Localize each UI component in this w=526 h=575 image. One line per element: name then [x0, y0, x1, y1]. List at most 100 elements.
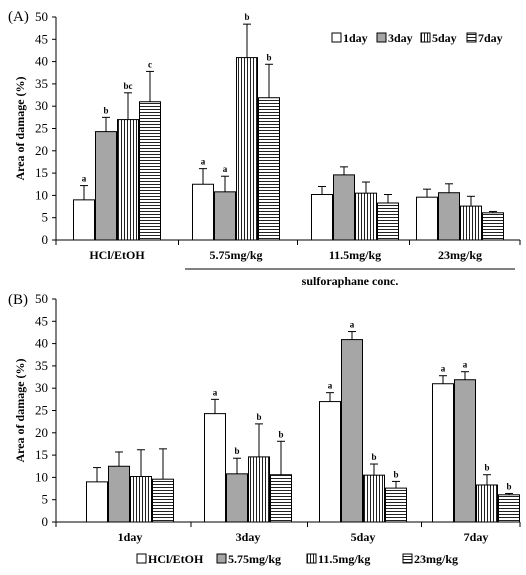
bar-hcletoh	[432, 383, 454, 523]
significance-letter: a	[441, 364, 446, 374]
legend-swatch	[216, 553, 227, 564]
significance-letter: c	[148, 59, 152, 69]
y-tick-label: 30	[35, 380, 48, 395]
y-tick-label: 20	[35, 143, 48, 158]
significance-letter: b	[266, 52, 271, 62]
y-tick-label: 15	[35, 447, 48, 462]
bar-23mgkg	[270, 474, 292, 523]
x-category-label: 1day	[118, 530, 143, 544]
legend-label: 7day	[478, 31, 503, 45]
bar-575mgkg	[226, 473, 248, 523]
legend-swatch	[376, 32, 387, 43]
significance-letter: b	[393, 469, 398, 479]
significance-letter: b	[244, 12, 249, 22]
x-category-label: 23mg/kg	[438, 248, 482, 262]
bar-1day	[311, 194, 333, 241]
bar-23mgkg	[498, 494, 520, 523]
bar-hcletoh	[86, 481, 108, 523]
bar-575mgkg	[108, 465, 130, 523]
y-tick-label: 10	[35, 187, 48, 202]
bar-575mgkg	[341, 339, 363, 523]
bar-hcletoh	[204, 413, 226, 523]
significance-letter: a	[201, 157, 206, 167]
y-tick-label: 45	[35, 31, 48, 46]
legend-label: 23mg/kg	[414, 552, 458, 566]
chart-panel-b: (B) 0 5 10 15 20 25 30 35 40 45 50 Area of damage (%…	[8, 291, 521, 566]
chart-panel-a: (A) 0 5 10 15 20 25 30 35 40 45 50 Area of damage (%…	[8, 9, 521, 288]
x-category-label: HCl/EtOH	[89, 248, 145, 262]
bar-115mgkg	[476, 484, 498, 523]
significance-letter: b	[278, 429, 283, 439]
y-tick-label: 25	[35, 121, 48, 136]
y-tick-label: 20	[35, 425, 48, 440]
y-tick-label: 0	[42, 232, 49, 247]
legend-swatch	[420, 32, 431, 43]
legend-label: 3day	[388, 31, 413, 45]
legend-label: 5.75mg/kg	[228, 552, 281, 566]
significance-letter: a	[350, 320, 355, 330]
y-tick-label: 35	[35, 76, 48, 91]
y-tick-label: 40	[35, 54, 48, 69]
y-tick-label: 40	[35, 336, 48, 351]
bar-5day	[460, 205, 482, 241]
panel-label: (B)	[8, 292, 28, 308]
x-category-label: 7day	[464, 530, 489, 544]
legend-swatch	[136, 553, 147, 564]
bar-115mgkg	[248, 456, 270, 523]
group-label: sulforaphane conc.	[302, 274, 399, 288]
bar-5day	[117, 119, 139, 241]
bar-7day	[482, 212, 504, 241]
bar-7day	[258, 97, 280, 241]
y-tick-label: 15	[35, 165, 48, 180]
bar-1day	[416, 196, 438, 241]
significance-letter: b	[103, 105, 108, 115]
legend-swatch	[306, 553, 317, 564]
x-category-label: 11.5mg/kg	[329, 248, 381, 262]
y-tick-label: 0	[42, 514, 49, 529]
bar-115mgkg	[130, 476, 152, 523]
bar-3day	[438, 192, 460, 241]
bar-23mgkg	[385, 487, 407, 523]
y-axis-title: Area of damage (%)	[13, 76, 27, 180]
y-axis-title: Area of damage (%)	[13, 358, 27, 462]
legend-swatch	[402, 553, 413, 564]
bar-3day	[95, 131, 117, 241]
bar-115mgkg	[363, 474, 385, 523]
y-tick-label: 25	[35, 403, 48, 418]
bar-23mgkg	[152, 478, 174, 523]
y-tick-label: 30	[35, 98, 48, 113]
x-category-label: 5day	[351, 530, 376, 544]
panel-label: (A)	[8, 9, 29, 25]
bar-7day	[139, 101, 161, 241]
legend-label: HCl/EtOH	[148, 552, 204, 566]
significance-letter: b	[234, 446, 239, 456]
bar-3day	[214, 191, 236, 241]
significance-letter: a	[223, 164, 228, 174]
significance-letter: bc	[124, 81, 133, 91]
significance-letter: b	[256, 412, 261, 422]
y-tick-label: 50	[35, 9, 48, 24]
bar-5day	[355, 192, 377, 241]
x-category-label: 5.75mg/kg	[209, 248, 262, 262]
significance-letter: a	[82, 174, 87, 184]
significance-letter: b	[484, 463, 489, 473]
bar-hcletoh	[319, 401, 341, 523]
significance-letter: a	[213, 387, 218, 397]
significance-letter: b	[371, 452, 376, 462]
significance-letter: b	[506, 481, 511, 491]
y-tick-label: 10	[35, 469, 48, 484]
y-tick-label: 5	[42, 492, 49, 507]
legend-label: 5day	[432, 31, 457, 45]
bar-5day	[236, 57, 258, 241]
legend-label: 11.5mg/kg	[318, 552, 370, 566]
legend-label: 1day	[343, 31, 368, 45]
y-tick-label: 35	[35, 358, 48, 373]
bar-575mgkg	[454, 379, 476, 523]
bar-7day	[377, 202, 399, 241]
y-tick-label: 45	[35, 313, 48, 328]
y-tick-label: 5	[42, 210, 49, 225]
legend-swatch	[466, 32, 477, 43]
bar-3day	[333, 174, 355, 241]
legend-swatch	[331, 32, 342, 43]
